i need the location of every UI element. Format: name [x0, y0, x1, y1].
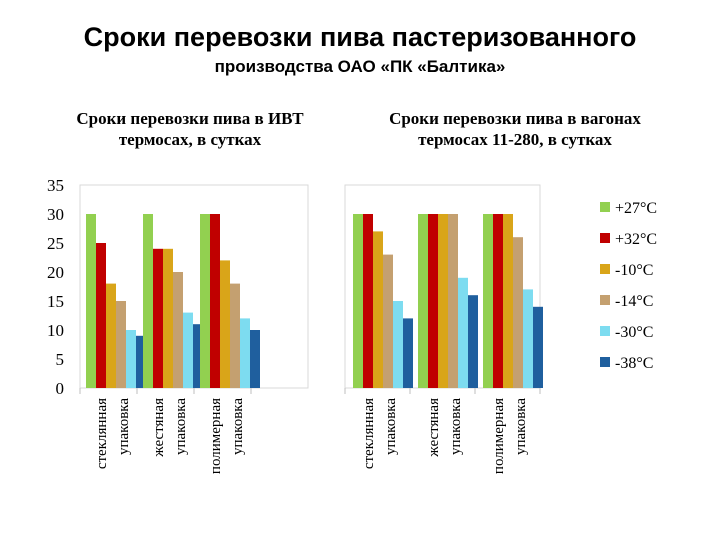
bar-wagon-3-4 [513, 237, 523, 388]
bar-wagon-1-3 [373, 231, 383, 388]
bar-wagon-2-2 [428, 214, 438, 388]
chart-title-wagon: Сроки перевозки пива в вагонах термосах … [389, 109, 641, 149]
x-category-label: упаковка [513, 398, 529, 455]
bar-ivt-1-4 [116, 301, 126, 388]
legend-label: -14°C [615, 293, 653, 310]
legend-label: +27°C [615, 200, 657, 217]
bar-wagon-3-1 [483, 214, 493, 388]
bar-ivt-2-2 [153, 248, 163, 388]
bar-wagon-3-3 [503, 214, 513, 388]
bar-ivt-3-3 [220, 260, 230, 388]
y-tick-label: 0 [56, 379, 65, 398]
bar-wagon-2-3 [438, 214, 448, 388]
bar-wagon-1-4 [383, 254, 393, 388]
bar-wagon-2-1 [418, 214, 428, 388]
bar-wagon-1-6 [403, 318, 413, 388]
legend-swatch [600, 233, 610, 243]
legend-swatch [600, 326, 610, 336]
x-category-label: жестяная [151, 398, 167, 458]
x-category-label: полимерная [491, 398, 507, 474]
chart-title-ivt: Сроки перевозки пива в ИВТ термосах, в с… [76, 109, 304, 149]
page-subtitle: производства ОАО «ПК «Балтика» [214, 57, 506, 76]
legend-swatch [600, 295, 610, 305]
bar-ivt-3-2 [210, 214, 220, 388]
bar-ivt-3-5 [240, 318, 250, 388]
bar-ivt-2-4 [173, 272, 183, 388]
y-tick-label: 30 [47, 205, 64, 224]
bar-ivt-3-1 [200, 214, 210, 388]
y-tick-label: 25 [47, 234, 64, 253]
bar-wagon-3-6 [533, 306, 543, 388]
bar-ivt-1-5 [126, 330, 136, 388]
x-category-label: упаковка [383, 398, 399, 455]
bar-ivt-2-1 [143, 214, 153, 388]
x-category-label: стеклянная [94, 398, 110, 469]
bar-wagon-2-6 [468, 295, 478, 388]
x-category-label: полимерная [208, 398, 224, 474]
y-tick-label: 20 [47, 263, 64, 282]
bar-ivt-3-6 [250, 330, 260, 388]
y-tick-label: 10 [47, 321, 64, 340]
bar-wagon-2-4 [448, 214, 458, 388]
legend-label: +32°C [615, 231, 657, 248]
legend-swatch [600, 357, 610, 367]
legend-swatch [600, 202, 610, 212]
bar-ivt-2-3 [163, 248, 173, 388]
bar-ivt-1-3 [106, 283, 116, 388]
bar-wagon-3-5 [523, 289, 533, 388]
bar-wagon-1-5 [393, 301, 403, 388]
y-tick-label: 5 [56, 350, 65, 369]
bar-ivt-3-4 [230, 283, 240, 388]
legend-label: -10°C [615, 262, 653, 279]
bar-wagon-2-5 [458, 277, 468, 388]
bar-ivt-1-1 [86, 214, 96, 388]
bar-wagon-3-2 [493, 214, 503, 388]
y-tick-label: 15 [47, 292, 64, 311]
x-category-label: упаковка [173, 398, 189, 455]
page-title: Сроки перевозки пива пастеризованного [83, 22, 637, 52]
legend-label: -38°C [615, 355, 653, 372]
bar-wagon-1-1 [353, 214, 363, 388]
bar-ivt-1-2 [96, 243, 106, 388]
legend-label: -30°C [615, 324, 653, 341]
x-category-label: упаковка [116, 398, 132, 455]
x-category-label: жестяная [426, 398, 442, 458]
legend-swatch [600, 264, 610, 274]
bar-wagon-1-2 [363, 214, 373, 388]
x-category-label: стеклянная [361, 398, 377, 469]
bar-ivt-2-5 [183, 312, 193, 388]
x-category-label: упаковка [448, 398, 464, 455]
x-category-label: упаковка [230, 398, 246, 455]
bar-ivt-2-6 [193, 324, 203, 388]
y-tick-label: 35 [47, 176, 64, 195]
bar-ivt-1-6 [136, 335, 146, 388]
